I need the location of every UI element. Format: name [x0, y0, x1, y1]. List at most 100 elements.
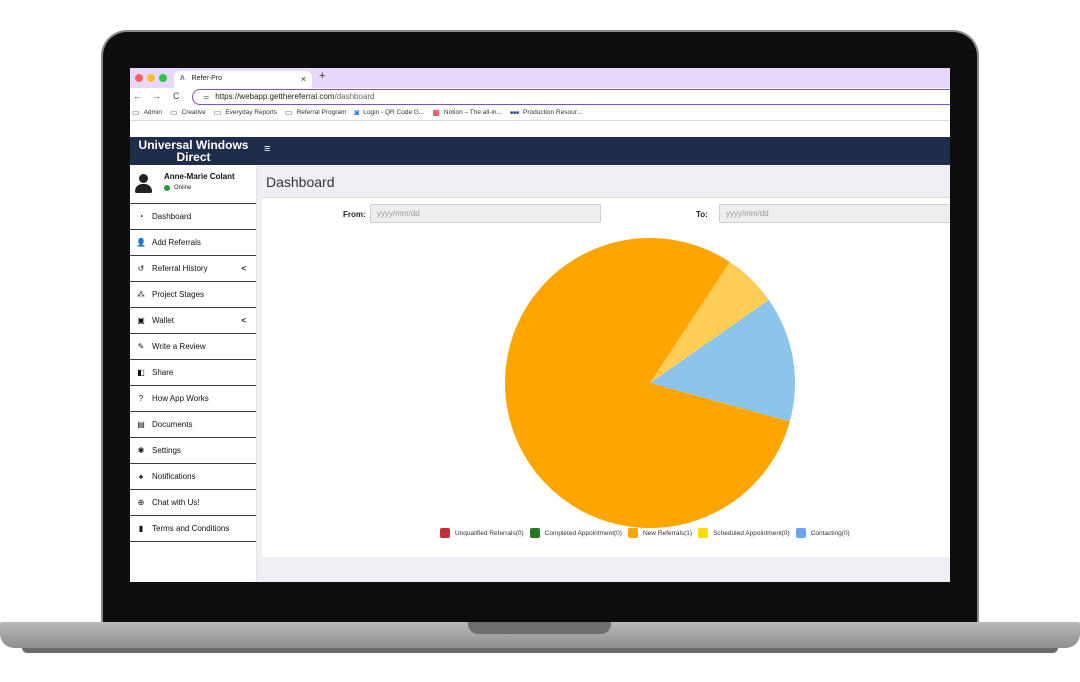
- legend-item[interactable]: Unqualified Referrals(0): [440, 528, 524, 538]
- sidebar-item-label: Documents: [152, 420, 193, 429]
- bookmark-creative[interactable]: ▭ Creative: [170, 108, 206, 117]
- edit-icon: ✎: [137, 342, 145, 351]
- sidebar-item-dashboard[interactable]: ◔ Dashboard: [130, 204, 256, 230]
- sidebar-item-settings[interactable]: ✱ Settings: [130, 438, 256, 464]
- sidebar-item-label: Settings: [152, 446, 181, 455]
- legend-label: Scheduled Appointment(0): [713, 529, 790, 537]
- bookmark-label: Notion – The all-in...: [443, 109, 502, 116]
- sidebar-item-label: Notifications: [152, 472, 196, 481]
- laptop-shadow: [22, 648, 1058, 653]
- app: Universal Windows Direct ≡ Anne-Marie Co…: [130, 137, 950, 582]
- pie-slice[interactable]: [504, 238, 790, 528]
- url-domain: https://webapp.getthereferral.com: [215, 92, 335, 101]
- bookmarks-bar: ▭ Admin ▭ Creative ▭ Everyday Reports ▭ Refe…: [130, 105, 950, 121]
- sidebar-item-label: Terms and Conditions: [152, 524, 230, 533]
- close-window-button[interactable]: [135, 74, 143, 82]
- bookmark-label: Everyday Reports: [225, 109, 278, 116]
- sidebar-item-notifications[interactable]: ♠ Notifications: [130, 464, 256, 490]
- legend-swatch: [627, 528, 638, 538]
- sidebar-item-wallet[interactable]: ▣ Wallet <: [130, 308, 256, 334]
- dashboard-icon: ◔: [138, 212, 144, 221]
- legend-item[interactable]: Scheduled Appointment(0): [698, 528, 790, 538]
- bookmark-notion[interactable]: ▦ Notion – The all-in...: [432, 108, 502, 117]
- legend-swatch: [440, 528, 450, 538]
- bookmark-label: Referral Program: [296, 109, 347, 116]
- sidebar-item-label: Dashboard: [152, 212, 192, 221]
- minimize-window-button[interactable]: [147, 74, 155, 82]
- pie-slice[interactable]: [650, 261, 769, 383]
- status-text: Online: [174, 185, 192, 191]
- document-icon: ▤: [137, 420, 145, 429]
- legend-label: Unqualified Referrals(0): [455, 529, 524, 537]
- main-content: Dashboard From: yyyy/mm/dd To: yyyy/mm/d…: [257, 165, 950, 582]
- legend-swatch: [529, 528, 540, 538]
- sidebar-item-label: Add Referrals: [152, 238, 201, 247]
- bookmark-referral-program[interactable]: ▭ Referral Program: [285, 108, 346, 117]
- url-input[interactable]: ⚌ https://webapp.getthereferral.com/dashb…: [192, 89, 950, 105]
- sidebar-item-add-referrals[interactable]: 👤 Add Referrals: [130, 230, 256, 256]
- bell-icon: ♠: [138, 472, 144, 481]
- referral-pie-chart[interactable]: [262, 198, 950, 558]
- from-date-input[interactable]: yyyy/mm/dd: [370, 204, 601, 223]
- legend-swatch: [698, 528, 709, 538]
- bookmark-label: Admin: [143, 109, 162, 116]
- clipboard-icon: ▮: [138, 524, 144, 533]
- folder-icon: ▭: [213, 108, 222, 117]
- legend-item[interactable]: Completed Appointment(0): [529, 528, 622, 538]
- sidebar-item-label: Chat with Us!: [152, 498, 200, 507]
- sidebar-item-write-a-review[interactable]: ✎ Write a Review: [130, 334, 256, 360]
- bookmark-admin[interactable]: ▭ Admin: [132, 108, 162, 117]
- new-tab-icon[interactable]: +: [319, 70, 326, 82]
- site-settings-icon[interactable]: ⚌: [203, 94, 210, 101]
- hamburger-menu-icon[interactable]: ≡: [264, 143, 271, 155]
- sidebar-item-referral-history[interactable]: ↺ Referral History <: [130, 256, 256, 282]
- chart-legend: Unqualified Referrals(0) Completed Appoin…: [440, 528, 856, 538]
- close-tab-icon[interactable]: ×: [300, 74, 306, 84]
- legend-item[interactable]: New Referrals(1): [627, 528, 693, 538]
- to-date-input[interactable]: yyyy/mm/dd: [719, 204, 950, 223]
- chevron-left-icon[interactable]: <: [241, 316, 246, 325]
- bookmark-label: Login - QR Code G...: [363, 109, 425, 116]
- history-icon: ↺: [137, 264, 145, 273]
- brand-logo[interactable]: Universal Windows Direct: [130, 137, 257, 165]
- favicon-icon: Λ: [180, 75, 185, 82]
- sidebar-item-terms-and-conditions[interactable]: ▮ Terms and Conditions: [130, 516, 256, 542]
- reload-icon[interactable]: C: [173, 91, 180, 101]
- sidebar-item-share[interactable]: ◧ Share: [130, 360, 256, 386]
- gear-icon: ✱: [137, 446, 145, 455]
- sidebar-item-how-app-works[interactable]: ? How App Works: [130, 386, 256, 412]
- forward-icon[interactable]: →: [152, 91, 161, 101]
- user-name: Anne-Marie Colant: [164, 172, 235, 181]
- address-bar: ← → C ⚌ https://webapp.getthereferral.com…: [130, 88, 950, 105]
- sidebar-item-label: Share: [152, 368, 174, 377]
- bookmark-login-qr[interactable]: ◙ Login - QR Code G...: [354, 108, 424, 117]
- folder-icon: ▭: [285, 108, 293, 117]
- tab-title: Refer-Pro: [191, 75, 222, 82]
- logo-icon: ■■■: [509, 109, 520, 116]
- legend-label: Completed Appointment(0): [544, 529, 622, 537]
- screen: Λ Refer-Pro × + ← → C ⚌ https://webapp.ge…: [130, 68, 950, 582]
- legend-label: New Referrals(1): [642, 529, 693, 537]
- bookmark-everyday-reports[interactable]: ▭ Everyday Reports: [214, 108, 277, 117]
- avatar: [135, 174, 152, 196]
- sidebar-item-chat-with-us[interactable]: ⊕ Chat with Us!: [130, 490, 256, 516]
- browser-tab-bar: Λ Refer-Pro × +: [130, 68, 950, 88]
- to-label: To:: [696, 210, 708, 219]
- legend-item[interactable]: Contacting(0): [795, 528, 850, 538]
- sidebar-menu: ◔ Dashboard 👤 Add Referrals ↺ Referral Histor…: [130, 204, 256, 542]
- browser-tab[interactable]: Λ Refer-Pro ×: [174, 71, 312, 88]
- back-icon[interactable]: ←: [133, 91, 142, 101]
- folder-icon: ▭: [132, 108, 140, 117]
- chevron-left-icon[interactable]: <: [241, 264, 246, 273]
- stages-icon: ⁂: [137, 290, 145, 299]
- legend-label: Contacting(0): [810, 529, 850, 537]
- maximize-window-button[interactable]: [159, 74, 167, 82]
- bookmark-label: Production Resour...: [523, 109, 582, 116]
- page-title: Dashboard: [266, 174, 335, 190]
- share-icon: ◧: [137, 368, 145, 377]
- user-panel: Anne-Marie Colant Online: [130, 165, 256, 204]
- pie-slice[interactable]: [650, 299, 795, 422]
- sidebar-item-project-stages[interactable]: ⁂ Project Stages: [130, 282, 256, 308]
- sidebar-item-documents[interactable]: ▤ Documents: [130, 412, 256, 438]
- bookmark-production[interactable]: ■■■ Production Resour...: [510, 109, 582, 116]
